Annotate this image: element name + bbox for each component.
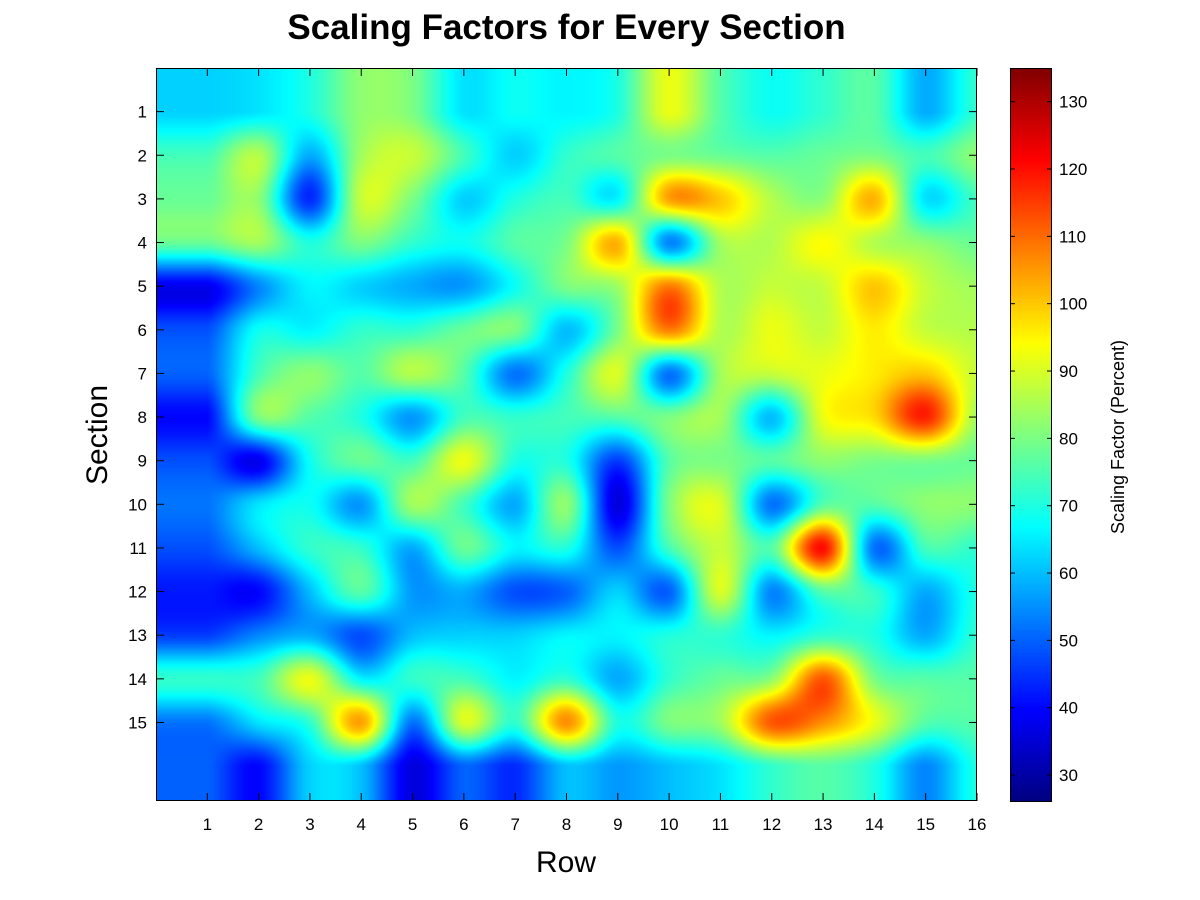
- y-tick-label: 15: [128, 713, 147, 732]
- colorbar-tick-label: 130: [1059, 93, 1087, 112]
- colorbar-tick-label: 80: [1059, 429, 1078, 448]
- colorbar-label: Scaling Factor (Percent): [1108, 340, 1128, 534]
- x-tick-label: 15: [916, 815, 935, 834]
- y-tick-label: 13: [128, 626, 147, 645]
- heatmap-plot-area: [156, 68, 977, 801]
- x-tick-label: 6: [459, 815, 468, 834]
- y-tick-label: 14: [128, 670, 147, 689]
- y-tick-label: 5: [138, 277, 147, 296]
- y-tick-label: 12: [128, 583, 147, 602]
- y-axis-label: Section: [81, 385, 114, 485]
- y-tick-label: 4: [138, 234, 147, 253]
- y-tick-label: 1: [138, 103, 147, 122]
- colorbar-tick-label: 40: [1059, 699, 1078, 718]
- colorbar-tick-label: 120: [1059, 160, 1087, 179]
- x-tick-label: 7: [510, 815, 519, 834]
- colorbar-tick-label: 110: [1059, 227, 1086, 246]
- plot-border: [156, 68, 977, 801]
- x-tick-label: 4: [357, 815, 366, 834]
- colorbar: [1010, 68, 1052, 802]
- colorbar-tick-label: 30: [1059, 766, 1078, 785]
- colorbar-tick-label: 50: [1059, 631, 1078, 650]
- axes-frame: [156, 68, 1052, 802]
- colorbar-tick-label: 90: [1059, 362, 1078, 381]
- x-axis: 1 2 3 4 5 6 7 8 9 10 11 12 13 14 15 16: [203, 68, 987, 834]
- y-tick-label: 3: [138, 190, 147, 209]
- x-axis-label: Row: [536, 846, 596, 879]
- colorbar-tick-label: 60: [1059, 564, 1078, 583]
- colorbar-tick-label: 100: [1059, 295, 1087, 314]
- colorbar-axis: 30 40 50 60 70 80 90 100 110 120 130: [1010, 93, 1087, 785]
- y-tick-label: 9: [138, 452, 147, 471]
- x-tick-label: 12: [762, 815, 781, 834]
- x-tick-label: 16: [968, 815, 987, 834]
- y-tick-label: 8: [138, 408, 147, 427]
- x-tick-label: 13: [814, 815, 833, 834]
- x-tick-label: 9: [613, 815, 622, 834]
- y-tick-label: 7: [138, 364, 147, 383]
- y-tick-label: 10: [128, 495, 147, 514]
- x-tick-label: 14: [865, 815, 884, 834]
- chart-title: Scaling Factors for Every Section: [287, 8, 846, 47]
- x-tick-label: 10: [660, 815, 679, 834]
- x-tick-label: 1: [203, 815, 212, 834]
- y-tick-label: 2: [138, 146, 147, 165]
- colorbar-tick-label: 70: [1059, 497, 1078, 516]
- y-tick-label: 6: [138, 321, 147, 340]
- colorbar-border: [1010, 68, 1052, 802]
- x-tick-label: 11: [712, 815, 730, 834]
- x-tick-label: 2: [254, 815, 263, 834]
- y-tick-label: 11: [129, 539, 147, 558]
- x-tick-label: 5: [408, 815, 417, 834]
- x-tick-label: 8: [562, 815, 571, 834]
- x-tick-label: 3: [305, 815, 314, 834]
